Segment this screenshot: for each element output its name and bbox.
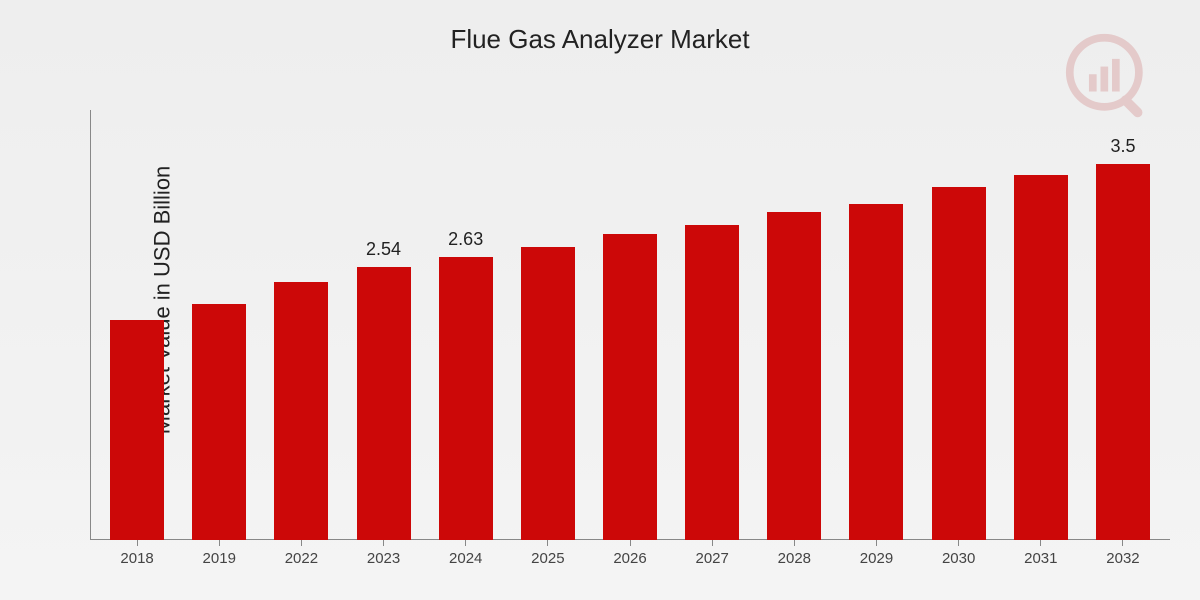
tick-mark bbox=[383, 540, 384, 546]
x-tick: 2030 bbox=[918, 540, 1000, 570]
x-tick: 2029 bbox=[835, 540, 917, 570]
bar bbox=[685, 225, 739, 540]
x-tick-container: 2018 2019 2022 2023 2024 2025 2026 2027 2028 2029… bbox=[90, 540, 1170, 570]
x-tick: 2028 bbox=[753, 540, 835, 570]
bar bbox=[767, 212, 821, 540]
bar bbox=[439, 257, 493, 540]
bar bbox=[192, 304, 246, 541]
x-tick-label: 2023 bbox=[367, 550, 400, 567]
bar-wrap bbox=[96, 110, 178, 540]
tick-mark bbox=[547, 540, 548, 546]
bar bbox=[1096, 164, 1150, 540]
x-tick-label: 2024 bbox=[449, 550, 482, 567]
x-tick: 2023 bbox=[342, 540, 424, 570]
bar-wrap bbox=[1000, 110, 1082, 540]
x-tick: 2019 bbox=[178, 540, 260, 570]
bar bbox=[110, 320, 164, 540]
bar-wrap: 2.63 bbox=[425, 110, 507, 540]
tick-mark bbox=[137, 540, 138, 546]
x-tick-label: 2030 bbox=[942, 550, 975, 567]
bar-wrap bbox=[507, 110, 589, 540]
tick-mark bbox=[630, 540, 631, 546]
bar bbox=[603, 234, 657, 540]
x-tick-label: 2019 bbox=[203, 550, 236, 567]
x-tick-label: 2032 bbox=[1106, 550, 1139, 567]
tick-mark bbox=[1040, 540, 1041, 546]
x-tick-label: 2025 bbox=[531, 550, 564, 567]
chart-title: Flue Gas Analyzer Market bbox=[0, 24, 1200, 55]
plot-area: 2.54 2.63 3.5 bbox=[90, 110, 1170, 540]
tick-mark bbox=[1122, 540, 1123, 546]
x-tick-label: 2026 bbox=[613, 550, 646, 567]
bar-wrap: 2.54 bbox=[342, 110, 424, 540]
bar-value-label: 3.5 bbox=[1110, 136, 1135, 158]
bar bbox=[932, 187, 986, 540]
bar-wrap: 3.5 bbox=[1082, 110, 1164, 540]
bar-wrap bbox=[753, 110, 835, 540]
x-tick: 2032 bbox=[1082, 540, 1164, 570]
bar-wrap bbox=[835, 110, 917, 540]
bar bbox=[849, 204, 903, 540]
bar-value-label: 2.63 bbox=[448, 229, 483, 251]
x-tick: 2031 bbox=[1000, 540, 1082, 570]
x-tick-label: 2018 bbox=[120, 550, 153, 567]
x-tick: 2027 bbox=[671, 540, 753, 570]
tick-mark bbox=[794, 540, 795, 546]
x-tick-label: 2028 bbox=[778, 550, 811, 567]
bar bbox=[274, 282, 328, 540]
bar-value-label: 2.54 bbox=[366, 239, 401, 261]
bar bbox=[1014, 175, 1068, 541]
bar bbox=[357, 267, 411, 540]
tick-mark bbox=[219, 540, 220, 546]
x-tick: 2018 bbox=[96, 540, 178, 570]
x-tick-label: 2027 bbox=[695, 550, 728, 567]
tick-mark bbox=[465, 540, 466, 546]
tick-mark bbox=[958, 540, 959, 546]
bars-container: 2.54 2.63 3.5 bbox=[90, 110, 1170, 540]
bar-wrap bbox=[918, 110, 1000, 540]
bar-wrap bbox=[260, 110, 342, 540]
x-tick: 2025 bbox=[507, 540, 589, 570]
x-tick: 2022 bbox=[260, 540, 342, 570]
x-tick-label: 2031 bbox=[1024, 550, 1057, 567]
bar-wrap bbox=[178, 110, 260, 540]
x-tick: 2026 bbox=[589, 540, 671, 570]
bar bbox=[521, 247, 575, 540]
x-tick: 2024 bbox=[425, 540, 507, 570]
tick-mark bbox=[876, 540, 877, 546]
bar-wrap bbox=[589, 110, 671, 540]
x-tick-label: 2029 bbox=[860, 550, 893, 567]
bar-wrap bbox=[671, 110, 753, 540]
x-tick-label: 2022 bbox=[285, 550, 318, 567]
tick-mark bbox=[712, 540, 713, 546]
tick-mark bbox=[301, 540, 302, 546]
